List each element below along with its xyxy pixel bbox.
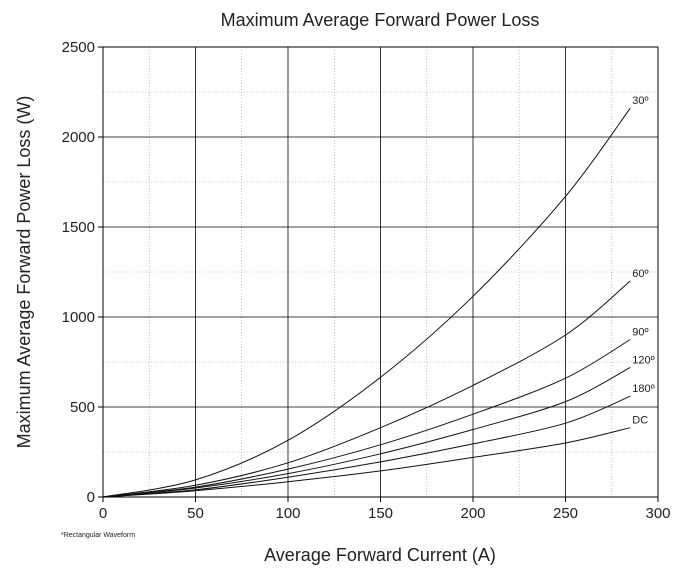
y-tick-label: 500 <box>70 399 95 416</box>
series-line-1 <box>102 280 631 498</box>
y-tick-label: 2000 <box>62 129 95 146</box>
series-labels: 30º 60º 90º 120º 180º DC <box>632 95 654 427</box>
series-lines <box>102 107 631 498</box>
x-tick-label: 150 <box>368 505 393 522</box>
x-axis-ticks: 0 50 100 150 200 250 300 <box>99 497 671 522</box>
major-grid <box>103 47 658 497</box>
series-line-0 <box>102 107 631 498</box>
series-label-5: DC <box>632 415 648 427</box>
y-tick-label: 1000 <box>62 309 95 326</box>
series-label-3: 120º <box>632 354 654 366</box>
series-line-5 <box>102 427 631 498</box>
x-axis-label: Average Forward Current (A) <box>264 545 496 565</box>
x-tick-label: 0 <box>99 505 107 522</box>
y-axis-label: Maximum Average Forward Power Loss (W) <box>14 96 34 449</box>
waveform-note: *Rectangular Waveform <box>61 532 135 539</box>
series-line-2 <box>102 339 631 498</box>
series-label-0: 30º <box>632 95 648 107</box>
y-tick-label: 1500 <box>62 219 95 236</box>
x-tick-label: 200 <box>460 505 485 522</box>
chart-title: Maximum Average Forward Power Loss <box>221 10 540 30</box>
x-tick-label: 100 <box>275 505 300 522</box>
series-label-2: 90º <box>632 327 648 339</box>
series-line-3 <box>102 366 631 498</box>
x-tick-label: 250 <box>553 505 578 522</box>
series-label-4: 180º <box>632 383 654 395</box>
x-tick-label: 50 <box>187 505 204 522</box>
y-tick-label: 2500 <box>62 39 95 56</box>
x-tick-label: 300 <box>645 505 670 522</box>
series-label-1: 60º <box>632 268 648 280</box>
y-axis-ticks: 0 500 1000 1500 2000 2500 <box>62 39 103 506</box>
series-line-4 <box>102 395 631 498</box>
y-tick-label: 0 <box>87 489 95 506</box>
